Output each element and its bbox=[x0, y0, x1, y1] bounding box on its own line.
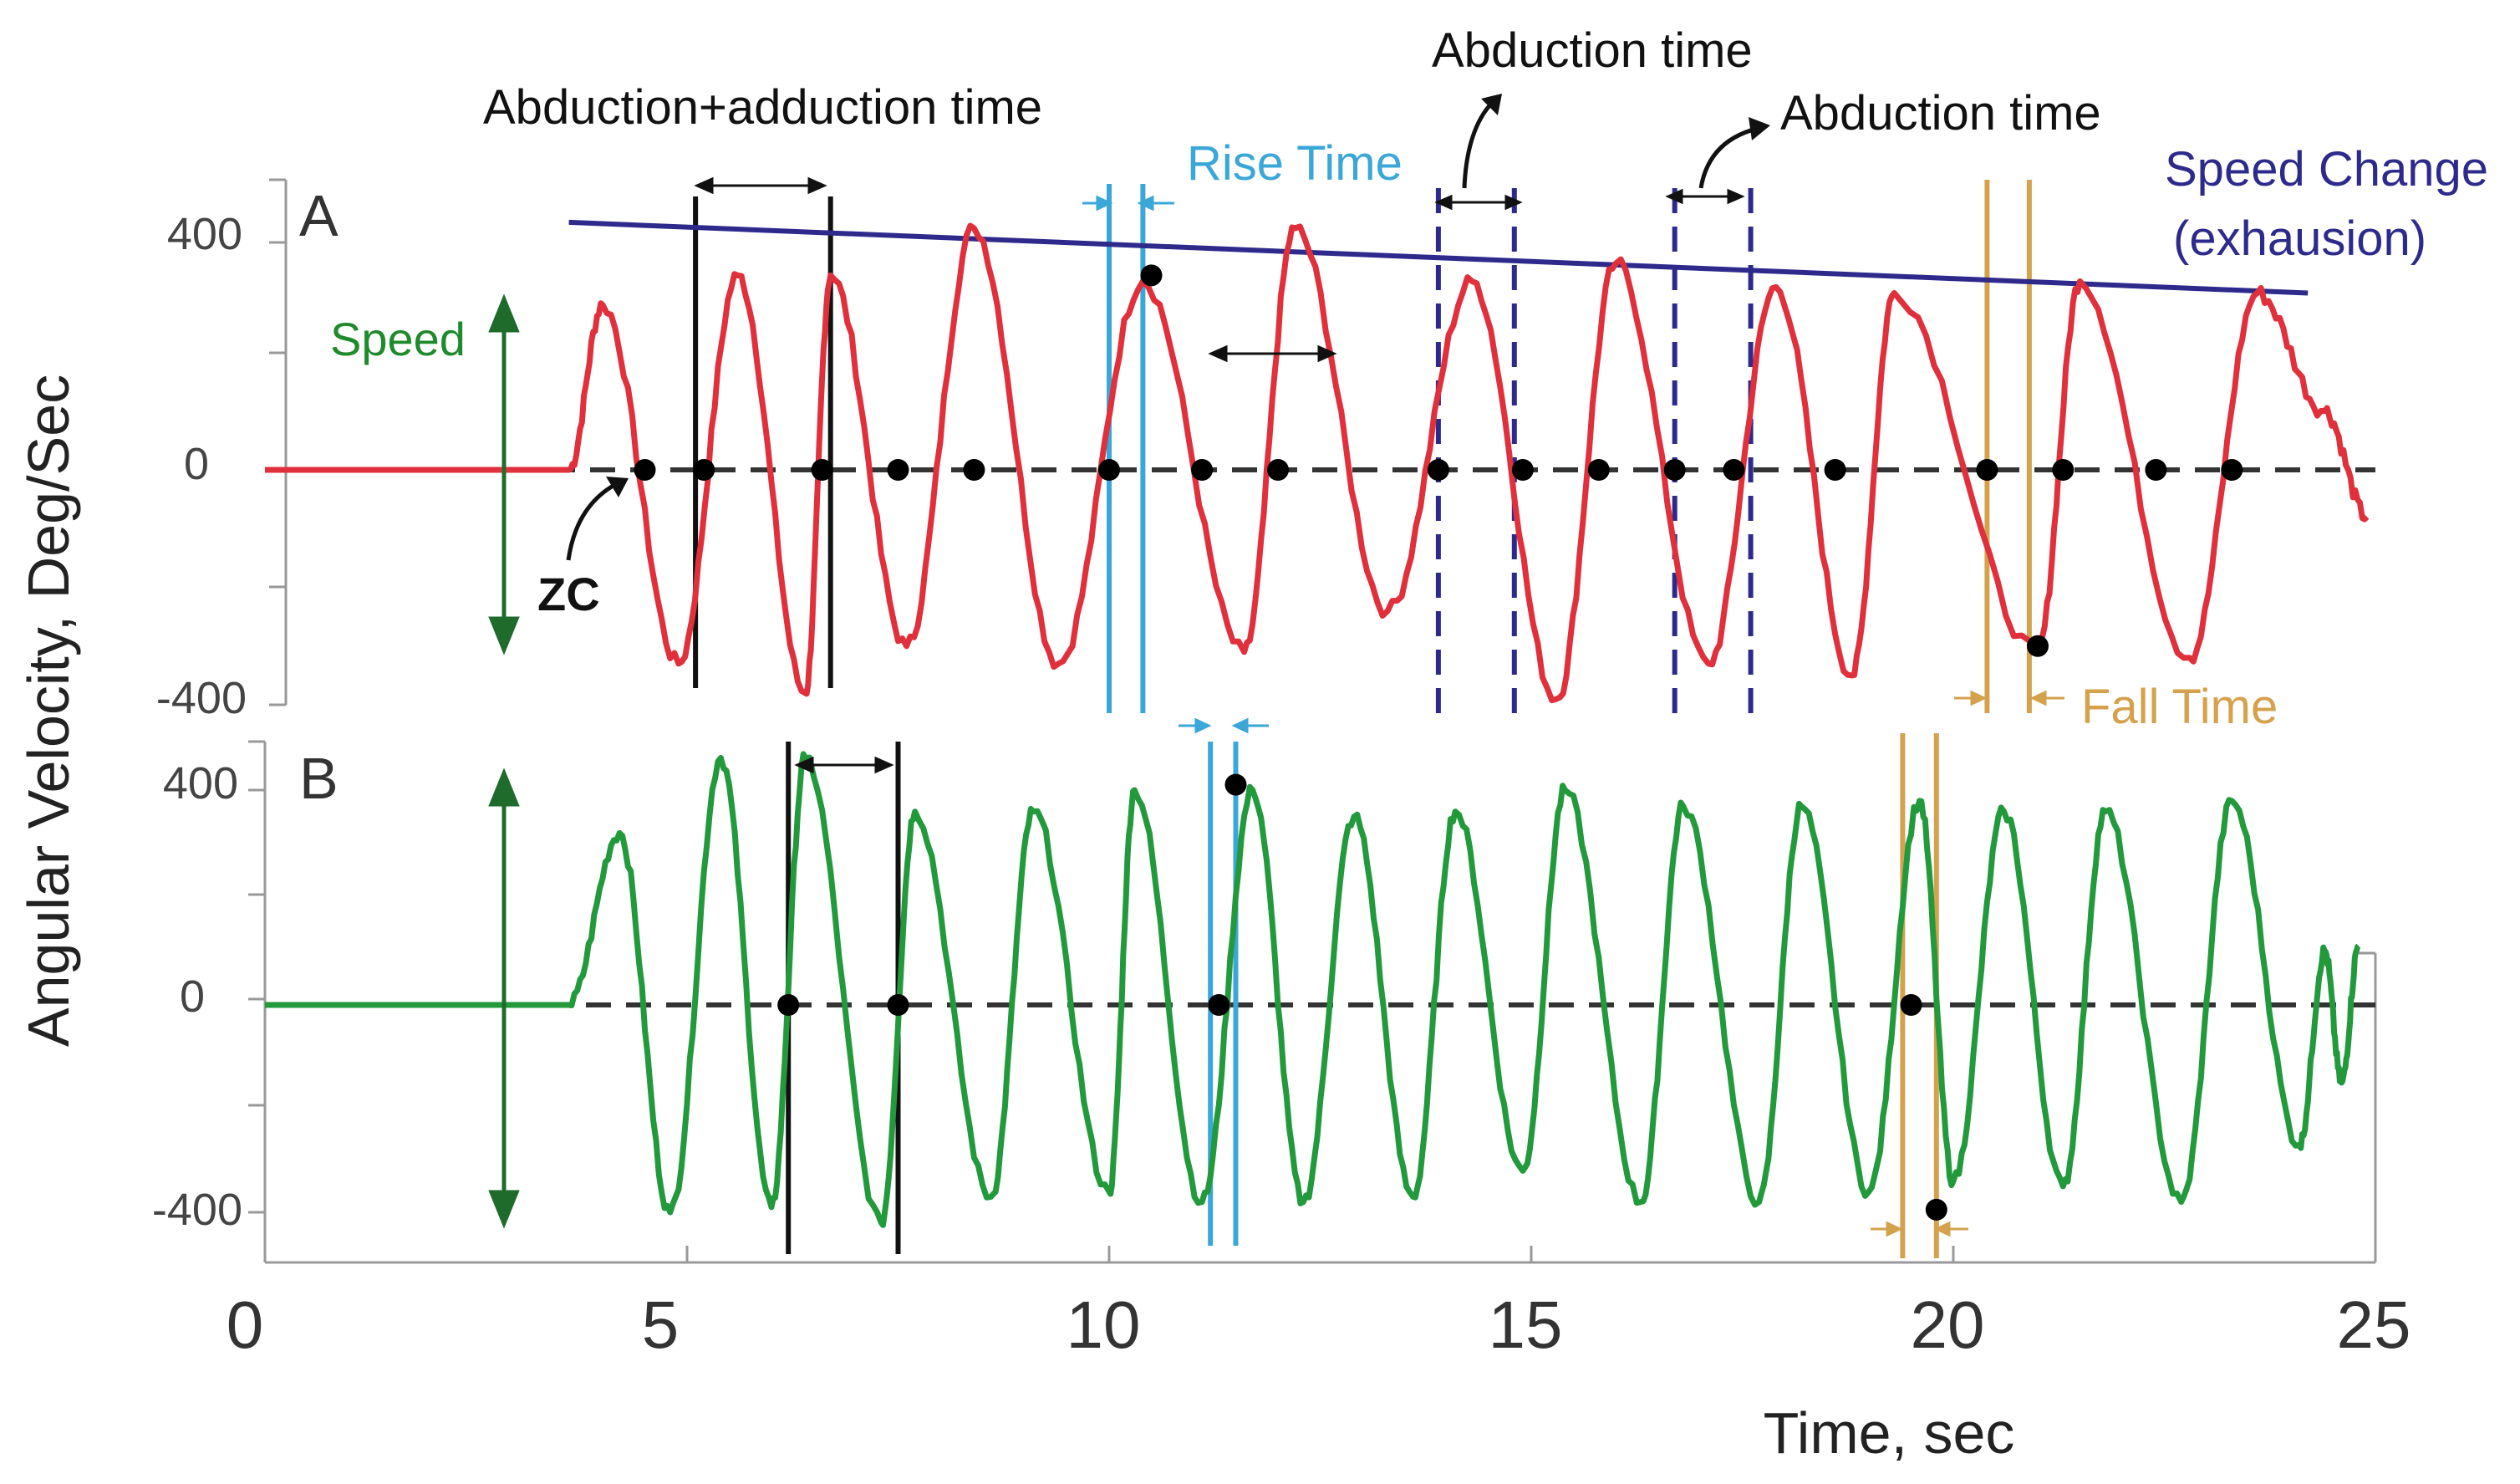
annotation-speed-change: Speed Change bbox=[2165, 142, 2488, 196]
panel-a-ytick-0: 0 bbox=[184, 439, 209, 489]
series-a-line bbox=[265, 222, 2370, 704]
panel-a-zero-crossing-14 bbox=[1976, 459, 1998, 481]
fall-arrows-a bbox=[1954, 690, 2064, 706]
panel-a-zero-crossing-15 bbox=[2052, 459, 2075, 481]
panel-a-zero-crossing-17 bbox=[2221, 459, 2243, 481]
panel-a-zero-crossing-9 bbox=[1511, 459, 1534, 481]
abduction-interval-arrow-1 bbox=[1434, 194, 1523, 211]
panel-a-axes bbox=[269, 178, 288, 706]
panel-b-zero-crossing-3 bbox=[1900, 994, 1922, 1016]
abduction-arrow-2-head bbox=[1749, 117, 1770, 140]
abduction-interval-arrow-2 bbox=[1665, 188, 1745, 205]
panel-a-ytick-neg400: -400 bbox=[156, 673, 247, 723]
abd-add-interval-arrow-a bbox=[694, 176, 827, 195]
x-tick-0: 0 bbox=[227, 1288, 264, 1362]
series-b-line bbox=[265, 751, 2361, 1228]
abduction-arrow-1 bbox=[1462, 97, 1498, 189]
abd-add-interval-arrow-b bbox=[794, 756, 894, 774]
annotation-abduction-adduction: Abduction+adduction time bbox=[483, 80, 1042, 135]
panel-b-axes bbox=[248, 740, 2377, 1264]
panel-b-label: B bbox=[299, 746, 339, 811]
x-tick-10: 10 bbox=[1067, 1288, 1141, 1362]
speed-change-line bbox=[568, 219, 2309, 296]
annotation-abduction-time-1: Abduction time bbox=[1432, 23, 1753, 78]
panel-b-ytick-neg400: -400 bbox=[152, 1185, 242, 1235]
panel-a-ytick-400: 400 bbox=[167, 209, 242, 259]
annotation-rise-time: Rise Time bbox=[1187, 136, 1403, 191]
panel-a-zero-crossing-3 bbox=[887, 459, 909, 481]
panel-a-zero-crossing-16 bbox=[2145, 459, 2167, 481]
x-tick-15: 15 bbox=[1489, 1288, 1563, 1362]
panel-a-zero-crossing-12 bbox=[1723, 459, 1745, 481]
x-tick-5: 5 bbox=[642, 1288, 680, 1362]
panel-a-zero-crossing-2 bbox=[811, 459, 833, 481]
panel-a-zero-crossing-1 bbox=[693, 459, 715, 481]
zc-arrow bbox=[566, 478, 624, 561]
annotation-exhaustion: (exhausion) bbox=[2173, 212, 2426, 266]
y-axis-title: Angular Velocity, Deg/Sec bbox=[16, 375, 81, 1047]
panel-a-zero-crossing-13 bbox=[1824, 459, 1846, 481]
mid-interval-arrow-a bbox=[1208, 344, 1337, 363]
panel-a-zero-crossing-11 bbox=[1663, 459, 1686, 481]
panel-a-zero-crossing-10 bbox=[1587, 459, 1610, 481]
zc-arrow-head bbox=[606, 477, 629, 497]
panel-a-zero-crossing-8 bbox=[1427, 459, 1449, 481]
panel-b-ytick-400: 400 bbox=[163, 758, 238, 808]
panel-b-marker-1 bbox=[1925, 1198, 1947, 1221]
annotation-abduction-time-2: Abduction time bbox=[1780, 86, 2101, 140]
annotation-speed: Speed bbox=[330, 313, 466, 365]
panel-b-marker-0 bbox=[1224, 773, 1247, 796]
panel-b-ytick-0: 0 bbox=[180, 971, 205, 1022]
rise-arrows-a bbox=[1082, 195, 1174, 212]
abduction-arrow-1-head bbox=[1481, 94, 1502, 115]
fall-arrows-b bbox=[1871, 1221, 1968, 1237]
panel-a-zero-crossing-7 bbox=[1267, 459, 1289, 481]
x-tick-25: 25 bbox=[2337, 1288, 2411, 1362]
annotation-fall-time: Fall Time bbox=[2081, 680, 2278, 734]
panel-b-zero-crossing-2 bbox=[1208, 994, 1230, 1016]
annotation-zc: ZC bbox=[537, 568, 600, 620]
panel-a-label: A bbox=[299, 183, 339, 248]
marker-layer bbox=[634, 264, 2243, 1221]
x-axis-title: Time, sec bbox=[1764, 1400, 2015, 1466]
x-ticks bbox=[685, 1246, 1955, 1262]
speed-arrow-a bbox=[488, 293, 520, 655]
panel-a-marker-0 bbox=[1140, 264, 1163, 287]
panel-a-zero-crossing-5 bbox=[1098, 459, 1120, 481]
rise-arrows-b bbox=[1179, 717, 1269, 734]
panel-a-zero-crossing-4 bbox=[963, 459, 985, 481]
panel-a-zero-crossing-0 bbox=[634, 459, 656, 481]
panel-b-zero-crossing-0 bbox=[777, 994, 800, 1016]
panel-b-zero-crossing-1 bbox=[887, 994, 909, 1016]
panel-a-zero-crossing-6 bbox=[1191, 459, 1214, 481]
panel-a-marker-1 bbox=[2027, 635, 2049, 657]
series-layer bbox=[265, 219, 2370, 1228]
x-tick-20: 20 bbox=[1911, 1288, 1985, 1362]
speed-arrow-b bbox=[488, 767, 520, 1229]
